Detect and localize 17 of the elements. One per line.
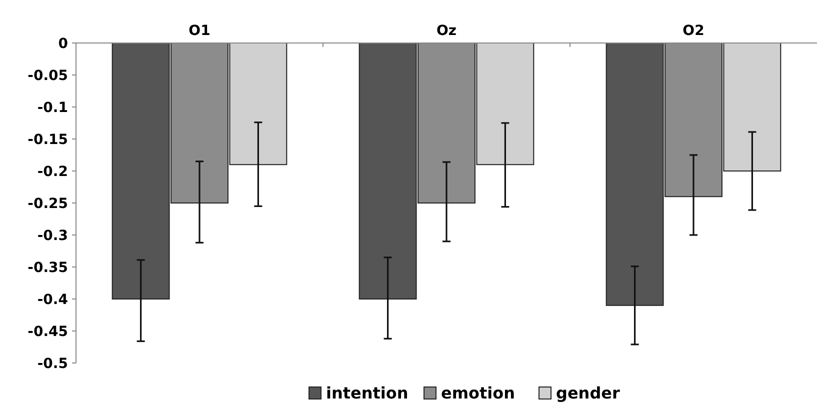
y-tick-label: -0.05 — [28, 68, 68, 84]
y-tick-label: -0.25 — [28, 196, 68, 212]
legend-label: emotion — [441, 384, 516, 403]
legend-label: gender — [556, 384, 620, 403]
y-tick-label: -0.5 — [37, 356, 68, 372]
y-tick-label: -0.45 — [28, 324, 68, 340]
y-tick-label: -0.1 — [37, 100, 68, 116]
y-tick-label: -0.4 — [37, 292, 68, 308]
x-tick-label: Oz — [436, 23, 457, 39]
x-tick-label: O2 — [682, 23, 704, 39]
y-tick-label: -0.2 — [37, 164, 68, 180]
y-tick-label: -0.15 — [28, 132, 68, 148]
x-tick-label: O1 — [188, 23, 210, 39]
legend-label: intention — [326, 384, 408, 403]
y-tick-label: -0.35 — [28, 260, 68, 276]
y-tick-label: -0.3 — [37, 228, 68, 244]
y-tick-label: 0 — [58, 36, 68, 52]
